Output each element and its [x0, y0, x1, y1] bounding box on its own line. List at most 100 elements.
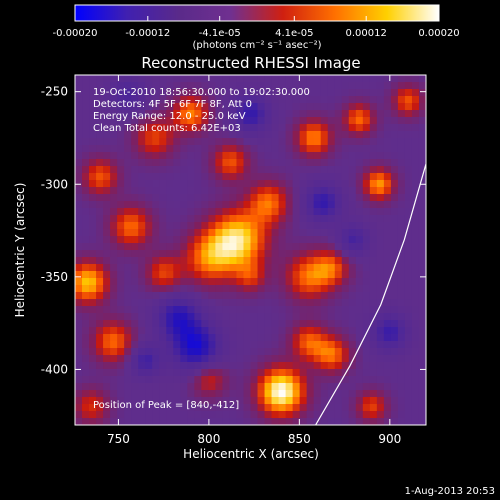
- heatmap-cell: [82, 180, 90, 188]
- heatmap-cell: [236, 89, 245, 97]
- heatmap-cell: [285, 327, 294, 335]
- heatmap-cell: [201, 103, 209, 111]
- heatmap-cell: [369, 355, 378, 363]
- heatmap-cell: [278, 376, 287, 384]
- heatmap-cell: [124, 271, 132, 279]
- heatmap-cell: [110, 362, 118, 370]
- heatmap-cell: [124, 194, 132, 202]
- heatmap-cell: [124, 257, 132, 265]
- heatmap-cell: [89, 376, 97, 384]
- heatmap-cell: [117, 250, 125, 258]
- heatmap-cell: [229, 383, 238, 391]
- heatmap-cell: [320, 124, 329, 132]
- heatmap-cell: [243, 341, 252, 349]
- heatmap-cell: [152, 159, 160, 167]
- heatmap-cell: [222, 145, 231, 153]
- heatmap-cell: [229, 138, 238, 146]
- heatmap-cell: [117, 271, 125, 279]
- heatmap-cell: [117, 75, 125, 83]
- heatmap-cell: [117, 320, 125, 328]
- heatmap-cell: [194, 152, 202, 160]
- heatmap-cell: [418, 229, 426, 237]
- heatmap-cell: [201, 194, 209, 202]
- heatmap-cell: [334, 250, 343, 258]
- heatmap-cell: [208, 166, 216, 174]
- heatmap-cell: [89, 131, 97, 139]
- heatmap-cell: [82, 327, 90, 335]
- heatmap-cell: [376, 257, 385, 265]
- heatmap-cell: [355, 320, 364, 328]
- heatmap-cell: [390, 75, 399, 83]
- heatmap-cell: [222, 313, 231, 321]
- heatmap-cell: [215, 117, 224, 125]
- heatmap-cell: [383, 348, 392, 356]
- heatmap-cell: [411, 180, 420, 188]
- heatmap-cell: [159, 292, 167, 300]
- heatmap-cell: [397, 362, 406, 370]
- heatmap-cell: [117, 362, 125, 370]
- heatmap-cell: [306, 166, 315, 174]
- heatmap-cell: [159, 208, 167, 216]
- heatmap-cell: [313, 75, 322, 83]
- heatmap-cell: [96, 145, 104, 153]
- heatmap-cell: [285, 110, 294, 118]
- solar-limb-curve: [315, 163, 426, 425]
- heatmap-cell: [236, 138, 245, 146]
- heatmap-cell: [411, 362, 420, 370]
- heatmap-cell: [103, 383, 111, 391]
- heatmap-cell: [376, 341, 385, 349]
- heatmap-cell: [229, 82, 238, 90]
- heatmap-cell: [292, 285, 301, 293]
- heatmap-cell: [82, 362, 90, 370]
- heatmap-cell: [75, 327, 83, 335]
- heatmap-cell: [222, 285, 231, 293]
- heatmap-cell: [334, 152, 343, 160]
- heatmap-cell: [124, 131, 132, 139]
- heatmap-cell: [138, 271, 146, 279]
- heatmap-cell: [215, 173, 224, 181]
- heatmap-cell: [313, 187, 322, 195]
- heatmap-cell: [124, 110, 132, 118]
- heatmap-cell: [271, 180, 280, 188]
- heatmap-cell: [145, 75, 153, 83]
- heatmap-cell: [390, 103, 399, 111]
- heatmap-cell: [306, 313, 315, 321]
- heatmap-cell: [180, 215, 188, 223]
- heatmap-cell: [187, 243, 195, 251]
- heatmap-cell: [194, 271, 202, 279]
- heatmap-cell: [208, 369, 216, 377]
- heatmap-cell: [299, 117, 308, 125]
- heatmap-cell: [110, 250, 118, 258]
- heatmap-cell: [369, 369, 378, 377]
- heatmap-cell: [138, 411, 146, 419]
- heatmap-cell: [208, 341, 216, 349]
- heatmap-cell: [292, 229, 301, 237]
- heatmap-cell: [362, 236, 371, 244]
- heatmap-cell: [369, 208, 378, 216]
- heatmap-cell: [243, 299, 252, 307]
- heatmap-cell: [327, 390, 336, 398]
- heatmap-cell: [110, 166, 118, 174]
- heatmap-cell: [131, 117, 139, 125]
- heatmap-cell: [411, 257, 420, 265]
- heatmap-cell: [180, 278, 188, 286]
- heatmap-cell: [236, 173, 245, 181]
- heatmap-cell: [243, 418, 252, 425]
- heatmap-cell: [390, 271, 399, 279]
- heatmap-cell: [418, 362, 426, 370]
- heatmap-cell: [320, 327, 329, 335]
- heatmap-cell: [103, 124, 111, 132]
- heatmap-cell: [327, 124, 336, 132]
- heatmap-cell: [341, 117, 350, 125]
- heatmap-cell: [131, 271, 139, 279]
- heatmap-cell: [278, 397, 287, 405]
- heatmap-cell: [152, 285, 160, 293]
- heatmap-cell: [320, 187, 329, 195]
- heatmap-cell: [229, 208, 238, 216]
- heatmap-cell: [355, 222, 364, 230]
- heatmap-cell: [173, 285, 181, 293]
- heatmap-cell: [110, 82, 118, 90]
- heatmap-cell: [187, 187, 195, 195]
- heatmap-cell: [299, 306, 308, 314]
- heatmap-cell: [152, 194, 160, 202]
